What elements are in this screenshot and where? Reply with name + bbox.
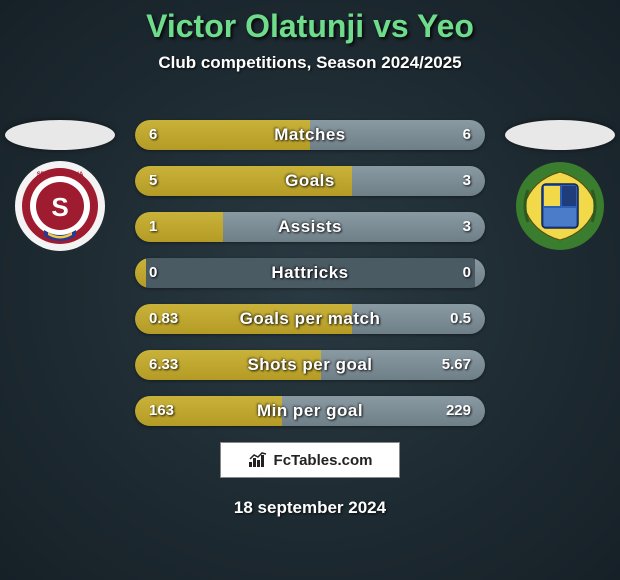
svg-text:SPARTA PRAHA: SPARTA PRAHA <box>37 172 84 178</box>
stat-row: 13Assists <box>135 212 485 242</box>
stat-label: Hattricks <box>135 258 485 288</box>
stat-label: Assists <box>135 212 485 242</box>
footer-brand-text: FcTables.com <box>274 452 373 469</box>
crest-shadow <box>505 120 615 150</box>
crest-shadow <box>5 120 115 150</box>
stat-label: Matches <box>135 120 485 150</box>
stat-row: 66Matches <box>135 120 485 150</box>
chart-icon <box>248 452 268 468</box>
stats-bars: 66Matches 53Goals 13Assists 00Hattricks 0.83… <box>135 120 485 442</box>
crest-right <box>514 160 606 252</box>
stat-label: Goals <box>135 166 485 196</box>
comparison-card: Victor Olatunji vs Yeo Club competitions… <box>0 0 620 580</box>
crest-left-container: S SPARTA PRAHA <box>0 120 120 252</box>
subtitle: Club competitions, Season 2024/2025 <box>0 53 620 73</box>
stat-label: Goals per match <box>135 304 485 334</box>
stat-row: 6.335.67Shots per goal <box>135 350 485 380</box>
page-title: Victor Olatunji vs Yeo <box>0 0 620 45</box>
sparta-crest-icon: S SPARTA PRAHA <box>14 160 106 252</box>
stat-label: Min per goal <box>135 396 485 426</box>
stat-row: 163229Min per goal <box>135 396 485 426</box>
stat-row: 53Goals <box>135 166 485 196</box>
date-line: 18 september 2024 <box>0 498 620 518</box>
footer-brand-badge: FcTables.com <box>220 442 400 478</box>
stat-row: 00Hattricks <box>135 258 485 288</box>
stat-label: Shots per goal <box>135 350 485 380</box>
crest-right-container <box>500 120 620 252</box>
svg-text:S: S <box>51 192 68 222</box>
crest-left: S SPARTA PRAHA <box>14 160 106 252</box>
stat-row: 0.830.5Goals per match <box>135 304 485 334</box>
yeo-crest-icon <box>514 160 606 252</box>
